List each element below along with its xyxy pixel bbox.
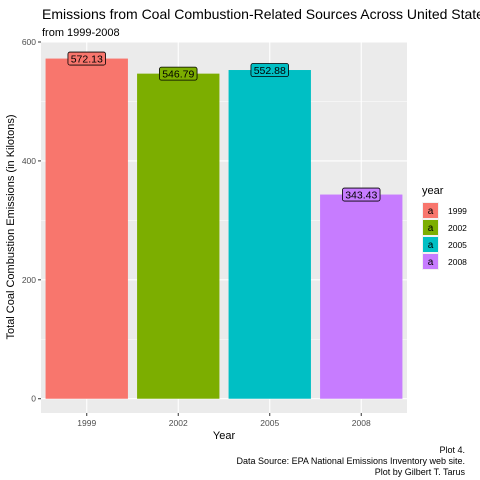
caption-line-2: Data Source: EPA National Emissions Inve… [237, 456, 465, 466]
legend-swatch [423, 203, 438, 218]
legend-key-glyph: a [428, 240, 434, 251]
x-axis-title: Year [213, 430, 236, 442]
legend: year a 1999 a 2002 a 2005 a 2008 [422, 185, 467, 270]
y-axis-title: Total Coal Combustion Emissions (in Kilo… [5, 115, 17, 340]
x-tick-label: 2005 [260, 418, 279, 428]
bar-2008 [320, 194, 403, 399]
x-tick-label: 1999 [77, 418, 96, 428]
data-label-box [342, 187, 381, 202]
data-label-box [250, 63, 289, 77]
y-tick-label: 0 [31, 394, 36, 404]
data-label: 343.43 [345, 190, 377, 202]
legend-label: 2002 [448, 223, 467, 233]
legend-label: 1999 [448, 206, 467, 216]
legend-swatch [423, 237, 438, 252]
legend-swatch [423, 220, 438, 235]
x-tick-label: 2008 [352, 418, 371, 428]
y-tick-label: 400 [22, 156, 36, 166]
bar-2005 [228, 70, 311, 399]
chart-subtitle: from 1999-2008 [42, 27, 120, 39]
data-label: 552.88 [254, 65, 286, 77]
data-label-box [159, 66, 198, 81]
y-tick-label: 200 [22, 275, 36, 285]
data-labels: 572.13 546.79 552.88 343.43 [67, 51, 381, 202]
legend-label: 2005 [448, 240, 467, 250]
bars [45, 58, 403, 399]
legend-key-glyph: a [428, 223, 434, 234]
caption-line-3: Plot by Gilbert T. Tarus [375, 467, 466, 477]
legend-key-glyph: a [428, 257, 434, 268]
chart-title: Emissions from Coal Combustion-Related S… [42, 6, 480, 22]
y-axis: 0 200 400 600 [22, 37, 41, 404]
y-tick-label: 600 [22, 37, 36, 47]
legend-swatch [423, 254, 438, 269]
bar-1999 [45, 58, 128, 399]
bar-2002 [137, 73, 220, 399]
data-label-box [67, 51, 106, 66]
legend-title: year [422, 185, 444, 197]
x-axis: 1999 2002 2005 2008 [77, 413, 371, 428]
data-label: 572.13 [71, 54, 103, 66]
legend-label: 2008 [448, 257, 467, 267]
x-tick-label: 2002 [169, 418, 188, 428]
legend-key-glyph: a [428, 206, 434, 217]
data-label: 546.79 [162, 69, 194, 81]
caption: Plot 4. Data Source: EPA National Emissi… [237, 445, 466, 477]
caption-line-1: Plot 4. [439, 445, 465, 455]
